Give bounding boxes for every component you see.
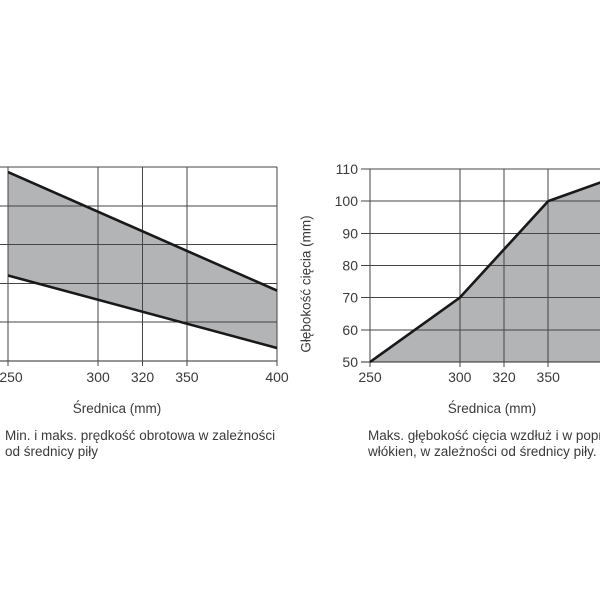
right-chart-y-tick-label: 90 xyxy=(342,225,358,241)
left-chart-max-speed-line xyxy=(7,170,278,292)
right-chart-area-fill xyxy=(370,182,600,362)
left-chart-caption: Min. i maks. prędkość obrotowa w zależno… xyxy=(5,428,275,459)
left-chart-min-speed-line xyxy=(7,274,278,350)
left-chart-x-tick-label: 300 xyxy=(86,369,110,385)
right-chart-y-tick-label: 80 xyxy=(342,258,358,274)
right-chart-x-tick-label: 250 xyxy=(358,369,382,385)
right-chart-x-axis-label: Średnica (mm) xyxy=(447,401,537,416)
right-chart-y-tick-label: 60 xyxy=(342,322,358,338)
left-chart-x-tick-label: 320 xyxy=(131,369,155,385)
left-chart-x-tick-label: 350 xyxy=(175,369,199,385)
right-chart-depth-line xyxy=(369,181,600,364)
right-chart-caption: Maks. głębokość cięcia wzdłuż i w popr w… xyxy=(368,428,600,459)
right-caption-line-2: włókien, w zależności od średnicy piły. xyxy=(368,443,597,459)
right-chart-y-tick-label: 50 xyxy=(342,354,358,370)
right-chart-x-tick-label: 300 xyxy=(448,369,472,385)
right-chart-y-tick-label: 100 xyxy=(335,193,359,209)
right-chart-y-axis-label: Głębokość cięcia (mm) xyxy=(298,215,314,353)
right-chart-y-tick-label: 110 xyxy=(336,161,359,177)
left-chart-x-tick-label: 400 xyxy=(265,369,289,385)
left-chart-x-axis-label: Średnica (mm) xyxy=(72,401,162,416)
right-caption-line-1: Maks. głębokość cięcia wzdłuż i w popr xyxy=(368,428,600,443)
left-chart-x-tick-label: 250 xyxy=(0,369,23,385)
right-chart-x-tick-label: 350 xyxy=(537,369,561,385)
right-chart-plot: 5060708090100110250300320350400 xyxy=(335,161,600,385)
left-caption-line-2: od średnicy piły xyxy=(5,443,99,459)
right-chart-y-tick-label: 70 xyxy=(342,290,358,306)
left-chart-plot: 250 300 320 350 400 xyxy=(0,166,289,385)
left-caption-line-1: Min. i maks. prędkość obrotowa w zależno… xyxy=(5,428,276,443)
right-chart-x-tick-label: 320 xyxy=(492,369,516,385)
